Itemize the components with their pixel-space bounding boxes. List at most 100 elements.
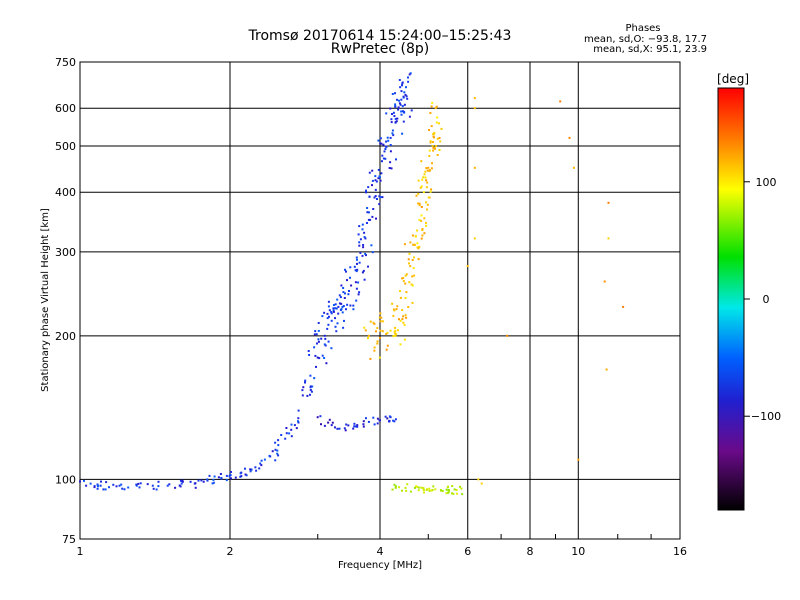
data-point — [385, 333, 388, 335]
data-point — [371, 184, 373, 187]
data-point — [354, 269, 357, 272]
y-axis-ticks: 75 100 200 300 400 500 600 750 — [55, 56, 76, 546]
data-point — [297, 420, 299, 423]
data-point — [327, 323, 330, 326]
data-point — [371, 179, 374, 182]
data-point — [89, 482, 92, 485]
data-point — [321, 315, 324, 318]
data-point — [400, 110, 403, 113]
data-point — [433, 146, 436, 149]
data-point — [317, 329, 320, 332]
data-point — [379, 320, 382, 323]
data-point — [290, 435, 293, 438]
data-point — [350, 284, 353, 287]
data-point — [391, 93, 394, 95]
y-tick-label: 600 — [55, 102, 76, 115]
data-point — [333, 304, 335, 306]
data-point — [431, 145, 434, 147]
data-point — [404, 93, 407, 96]
data-point — [367, 218, 370, 221]
data-point — [268, 454, 271, 457]
data-point — [421, 178, 424, 181]
data-point — [434, 488, 437, 491]
data-point — [317, 322, 320, 324]
data-point — [622, 305, 625, 308]
data-point — [401, 132, 404, 135]
data-point — [202, 480, 205, 483]
data-point — [404, 486, 407, 489]
data-point — [330, 312, 333, 315]
data-point — [180, 482, 183, 485]
y-tick-label: 200 — [55, 330, 76, 343]
data-point — [373, 349, 376, 352]
data-point — [425, 201, 428, 204]
data-point — [433, 132, 436, 135]
data-point — [211, 482, 214, 485]
data-point — [179, 479, 182, 482]
data-point — [403, 338, 406, 341]
data-point — [365, 254, 367, 257]
data-point — [406, 483, 409, 486]
colorbar-ticks: 100 0 −100 — [744, 176, 781, 423]
data-point — [96, 484, 99, 487]
data-point — [342, 291, 345, 294]
data-point — [389, 107, 392, 110]
data-point — [379, 179, 382, 182]
data-point — [157, 480, 160, 483]
data-point — [411, 234, 414, 237]
data-point — [146, 483, 149, 486]
data-point — [426, 169, 429, 172]
data-point — [323, 424, 326, 427]
data-point — [359, 238, 362, 241]
data-point — [375, 180, 378, 183]
data-point — [371, 169, 374, 172]
data-point — [385, 348, 388, 351]
y-tick-label: 400 — [55, 186, 76, 199]
data-point — [328, 309, 331, 312]
data-point — [330, 311, 333, 313]
data-point — [358, 291, 361, 294]
data-point — [473, 237, 476, 240]
data-point — [428, 129, 430, 131]
data-point — [432, 149, 435, 152]
data-point — [394, 326, 397, 329]
data-point — [378, 419, 381, 422]
data-point — [354, 281, 357, 284]
data-point — [358, 241, 361, 244]
data-point — [436, 116, 439, 119]
data-point — [362, 244, 365, 246]
data-point — [392, 419, 395, 422]
data-point — [430, 105, 433, 108]
data-point — [362, 425, 365, 428]
data-point — [421, 228, 424, 230]
data-point — [121, 487, 124, 490]
data-point — [408, 252, 411, 255]
data-point — [368, 211, 370, 214]
data-point — [420, 219, 423, 222]
data-point — [445, 488, 448, 491]
data-point — [367, 337, 369, 340]
data-point — [327, 421, 330, 424]
data-point — [362, 423, 365, 426]
data-point — [135, 483, 138, 486]
data-point — [400, 98, 403, 101]
data-point — [96, 487, 99, 490]
data-point — [297, 421, 300, 424]
data-point — [420, 237, 423, 240]
data-point — [353, 422, 356, 425]
data-point — [430, 167, 433, 170]
data-point — [274, 459, 277, 462]
data-point — [379, 329, 382, 332]
data-point — [410, 283, 413, 286]
data-point — [477, 478, 480, 481]
data-point — [440, 127, 443, 130]
data-point — [401, 84, 403, 87]
data-point — [390, 167, 393, 170]
data-point — [380, 172, 383, 175]
x-tick-label: 8 — [527, 545, 534, 558]
data-point — [225, 479, 228, 482]
data-point — [285, 432, 288, 435]
data-point — [258, 467, 261, 470]
data-point — [394, 121, 397, 124]
data-point — [102, 488, 105, 491]
